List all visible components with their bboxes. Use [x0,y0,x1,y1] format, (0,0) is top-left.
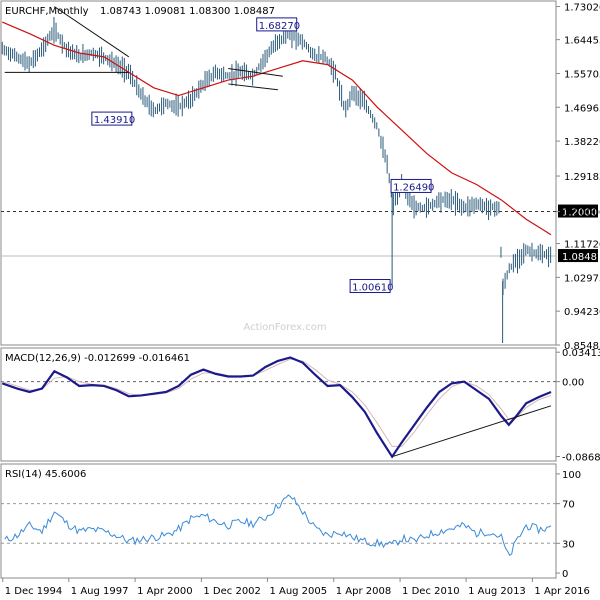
current-price-label: 1.08487 [562,252,600,263]
x-tick-label: 1 Aug 1997 [71,586,129,597]
price-y-tick-label: 1.11720 [564,240,600,251]
rsi-levels [1,503,556,544]
macd-title: MACD(12,26,9) -0.012699 -0.016461 [5,353,190,364]
price-y-tick-label: 1.38220 [564,137,600,148]
moving-average [2,21,552,236]
macd-support-line [391,405,552,458]
rsi [4,494,552,556]
price-title: EURCHF,Monthly [5,6,89,17]
signal-line [2,358,552,447]
price-bars [1,16,552,344]
macd-y-tick-label: -0.086849 [562,453,600,464]
macd-lines [1,356,552,459]
current-price-box [558,249,598,263]
annotation-box [390,178,432,193]
x-tick-label: 1 Aug 2013 [468,586,526,597]
x-tick-label: 1 Dec 2010 [402,586,460,597]
hline-label: 1.20000 [562,208,600,219]
rsi-line [4,494,552,556]
price-y-tick-label: 1.64455 [564,36,600,47]
moving-average-line [2,21,552,236]
x-tick-label: 1 Dec 2002 [203,586,261,597]
price-hline-1-20: 1.20000 1.08487 [1,204,600,263]
price-y-tick-label: 0.85485 [564,341,600,352]
price-y-tick-label: 1.73020 [564,3,600,14]
macd-y-tick-label: 0.034137 [562,348,600,359]
x-tick-label: 1 Apr 2016 [534,586,589,597]
annotation-label: 1.26490 [393,182,434,193]
macd-trendline [391,405,552,458]
price-y-axis: 1.73020 1.64455 1.55705 1.46965 1.38220 1.291… [556,3,600,352]
price-y-tick-label: 1.02975 [564,273,600,284]
price-y-tick-label: 1.20000 [564,208,600,219]
trendline [228,83,278,91]
annotation-label: 1.68270 [259,21,300,32]
hline-label-box [558,204,598,218]
x-tick-label: 1 Aug 2005 [269,586,327,597]
rsi-y-tick-label: 30 [562,539,575,550]
price-panel-frame [0,0,557,346]
annotation-label: 1.00610 [352,283,393,294]
rsi-y-axis: 100 70 30 0 [556,470,581,580]
rsi-panel-frame [0,463,557,579]
annotation-box [91,111,133,126]
macd-line [1,356,552,459]
macd-y-axis: 0.034137 0.00 -0.086849 [556,348,600,464]
trendline [54,6,130,58]
rsi-title: RSI(14) 45.6006 [5,469,86,480]
x-axis: 1 Dec 1994 1 Aug 1997 1 Apr 2000 1 Dec 2002… [2,578,590,597]
macd-panel-frame [0,347,557,462]
trendline [228,67,283,77]
x-tick-label: 1 Apr 2008 [336,586,391,597]
x-tick-label: 1 Dec 1994 [5,586,63,597]
ohlc-readout: 1.08743 1.09081 1.08300 1.08487 [100,6,275,17]
price-y-tick-label: 1.46965 [564,103,600,114]
rsi-y-tick-label: 100 [562,470,581,481]
price-annotations: 1.68270 1.43910 1.26490 1.00610 [91,17,434,294]
rsi-y-tick-label: 70 [562,500,575,511]
price-y-tick-label: 1.29185 [564,172,600,183]
annotation-box [256,17,298,32]
x-tick-label: 1 Apr 2000 [137,586,192,597]
price-y-tick-label: 1.55705 [564,69,600,80]
annotation-label: 1.43910 [94,115,135,126]
rsi-y-tick-label: 0 [562,569,568,580]
annotation-box [349,279,391,294]
price-trendlines [4,6,283,91]
macd-y-tick-label: 0.00 [562,378,584,389]
watermark: ActionForex.com [243,322,326,333]
